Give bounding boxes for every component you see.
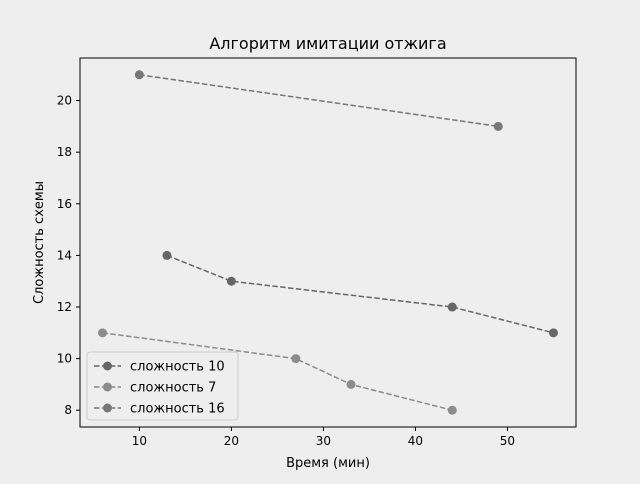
- data-point: [447, 405, 457, 415]
- x-axis-ticks: 10 20 30 40 50: [132, 427, 515, 448]
- y-tick-label: 8: [64, 403, 72, 417]
- legend-label-1: сложность 7: [130, 381, 216, 396]
- x-tick-label: 20: [224, 434, 239, 448]
- series-layer: [98, 70, 558, 415]
- legend: сложность 10 сложность 7 сложность 16: [86, 351, 239, 421]
- y-tick-label: 14: [57, 248, 72, 262]
- series-line-0: [166, 254, 554, 334]
- data-point: [98, 328, 108, 338]
- data-point: [226, 276, 236, 286]
- y-tick-label: 20: [57, 94, 72, 108]
- x-tick-label: 40: [408, 434, 423, 448]
- plot-frame: [79, 57, 577, 428]
- data-point: [447, 302, 457, 312]
- data-point: [134, 70, 144, 80]
- legend-marker-2: [103, 403, 112, 413]
- legend-label-0: сложность 10: [130, 360, 225, 375]
- data-point: [291, 354, 301, 364]
- legend-marker-0: [103, 361, 112, 371]
- y-tick-label: 18: [57, 145, 72, 159]
- y-tick-label: 12: [57, 300, 72, 314]
- data-point: [162, 250, 172, 260]
- data-point: [548, 328, 558, 338]
- data-point: [493, 121, 503, 131]
- legend-box: [86, 351, 239, 421]
- x-tick-label: 50: [500, 434, 515, 448]
- y-tick-label: 16: [57, 197, 72, 211]
- legend-label-2: сложность 16: [130, 402, 225, 417]
- series-line-1: [102, 332, 453, 411]
- x-tick-label: 10: [132, 434, 147, 448]
- x-axis-label: Время (мин): [286, 456, 370, 471]
- data-point: [346, 379, 356, 389]
- chart-title: Алгоритм имитации отжига: [209, 34, 446, 53]
- legend-marker-1: [103, 382, 112, 392]
- y-axis-ticks: 8 10 12 14 16 18 20: [57, 94, 80, 417]
- x-tick-label: 30: [316, 434, 331, 448]
- legend-entries: сложность 10 сложность 7 сложность 16: [94, 360, 225, 417]
- series-line-2: [139, 74, 499, 128]
- y-tick-label: 10: [57, 352, 72, 366]
- y-axis-label: Сложность схемы: [32, 181, 47, 304]
